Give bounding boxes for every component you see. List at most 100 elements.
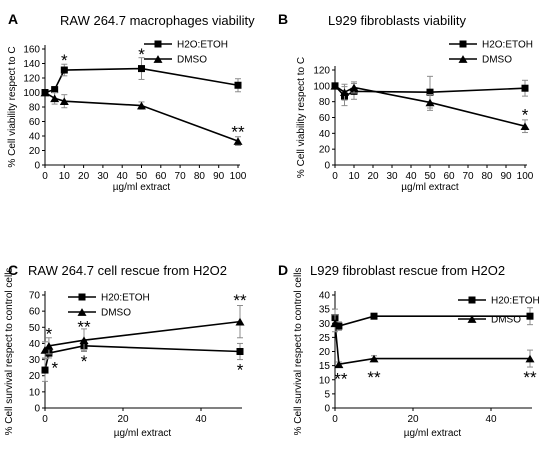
x-tick-label: 100 <box>230 171 247 182</box>
data-point <box>233 137 243 145</box>
chart-panel-b: B L929 fibroblasts viability0204060801001… <box>278 11 534 193</box>
x-tick-label: 30 <box>386 171 398 182</box>
x-tick-label: 100 <box>517 171 534 182</box>
x-axis-label: µg/ml extract <box>401 182 459 193</box>
series-line <box>334 323 530 366</box>
significance-marker: ** <box>367 368 381 387</box>
y-tick-label: 5 <box>324 389 330 400</box>
x-tick-label: 50 <box>136 171 148 182</box>
y-tick-label: 0 <box>34 161 40 172</box>
legend-marker <box>77 308 87 316</box>
y-tick-label: 60 <box>29 117 41 128</box>
chart-panel-d: D L929 fibroblast rescue from H2O2 0 5 10 15 2… <box>278 262 540 439</box>
y-tick-label: 35 <box>319 305 331 316</box>
y-tick-label: 40 <box>29 132 41 143</box>
legend-marker <box>459 40 467 48</box>
significance-marker: * <box>46 325 53 344</box>
legend-label: H20:ETOH <box>491 296 540 307</box>
y-tick-label: 60 <box>319 113 331 124</box>
x-axis-label: µg/ml extract <box>404 428 462 439</box>
y-tick-label: 10 <box>319 375 331 386</box>
chart-title: L929 fibroblasts viability <box>328 13 467 28</box>
data-point <box>137 101 146 110</box>
data-point <box>526 312 534 320</box>
y-tick-label: 40 <box>29 339 41 350</box>
y-tick-label: 40 <box>319 291 331 302</box>
y-tick-label: 10 <box>29 387 41 398</box>
series-line <box>44 320 241 351</box>
data-point <box>60 66 68 74</box>
significance-marker: ** <box>233 291 247 310</box>
data-point <box>44 342 54 350</box>
x-tick-label: 0 <box>332 171 338 182</box>
data-point <box>40 88 50 97</box>
x-tick-label: 60 <box>443 171 455 182</box>
significance-marker: * <box>138 45 145 64</box>
data-point <box>50 94 60 103</box>
significance-marker: ** <box>334 369 348 388</box>
y-axis-label: % Cell survival respect to control cells <box>4 268 15 436</box>
data-point <box>330 319 340 328</box>
x-tick-label: 0 <box>332 414 338 425</box>
y-tick-label: 120 <box>23 74 40 85</box>
significance-marker: ** <box>523 368 537 387</box>
significance-marker: ** <box>231 123 245 142</box>
legend-label: DMSO <box>177 55 207 66</box>
data-point <box>40 346 50 354</box>
data-point <box>79 336 89 345</box>
y-tick-label: 100 <box>23 88 40 99</box>
legend-marker <box>468 296 476 304</box>
x-tick-label: 10 <box>348 171 360 182</box>
x-tick-label: 90 <box>500 171 512 182</box>
y-tick-label: 0 <box>324 161 330 172</box>
legend-label: H2O:ETOH <box>482 40 533 51</box>
data-point <box>426 88 434 96</box>
chart-title: L929 fibroblast rescue from H2O2 <box>310 263 505 278</box>
x-axis-label: µg/ml extract <box>113 182 171 193</box>
x-tick-label: 40 <box>485 414 497 425</box>
y-tick-label: 20 <box>319 145 331 156</box>
y-tick-label: 140 <box>23 59 40 70</box>
x-axis-label: µg/ml extract <box>114 428 172 439</box>
y-tick-label: 50 <box>29 323 41 334</box>
x-tick-label: 30 <box>97 171 109 182</box>
y-tick-label: 30 <box>319 319 331 330</box>
data-point <box>521 84 529 92</box>
legend-marker <box>154 40 162 48</box>
data-point <box>234 81 242 89</box>
significance-marker: * <box>51 359 58 378</box>
x-tick-label: 90 <box>213 171 225 182</box>
x-tick-label: 20 <box>367 171 379 182</box>
y-tick-label: 25 <box>319 333 331 344</box>
data-point <box>520 122 530 131</box>
y-axis-label: % Cell viability respect to C <box>296 57 307 178</box>
data-point <box>340 88 349 97</box>
y-tick-label: 40 <box>319 129 331 140</box>
panel-label: C <box>8 262 18 278</box>
x-tick-label: 70 <box>175 171 187 182</box>
significance-marker: * <box>237 360 244 379</box>
legend-marker <box>153 55 163 63</box>
legend-label: DMSO <box>491 315 521 326</box>
chart-title: RAW 264.7 cell rescue from H2O2 <box>28 263 227 278</box>
y-axis-label: % Cell viability respect to C <box>7 46 18 167</box>
x-tick-label: 80 <box>194 171 206 182</box>
y-tick-label: 160 <box>23 45 40 56</box>
data-point <box>330 81 340 90</box>
data-point <box>236 348 244 355</box>
legend-marker <box>458 55 468 63</box>
data-point <box>525 354 535 363</box>
y-tick-label: 20 <box>319 347 331 358</box>
legend-label: DMSO <box>101 308 131 319</box>
legend-label: H20:ETOH <box>101 293 150 304</box>
legend-marker <box>78 293 86 301</box>
y-tick-label: 80 <box>29 103 41 114</box>
x-tick-label: 0 <box>42 414 48 425</box>
series-line <box>44 345 241 371</box>
data-point <box>370 312 378 320</box>
significance-marker: * <box>61 51 68 70</box>
y-tick-label: 100 <box>313 81 330 92</box>
x-tick-label: 10 <box>59 171 71 182</box>
data-point <box>59 97 69 106</box>
y-tick-label: 20 <box>29 146 41 157</box>
